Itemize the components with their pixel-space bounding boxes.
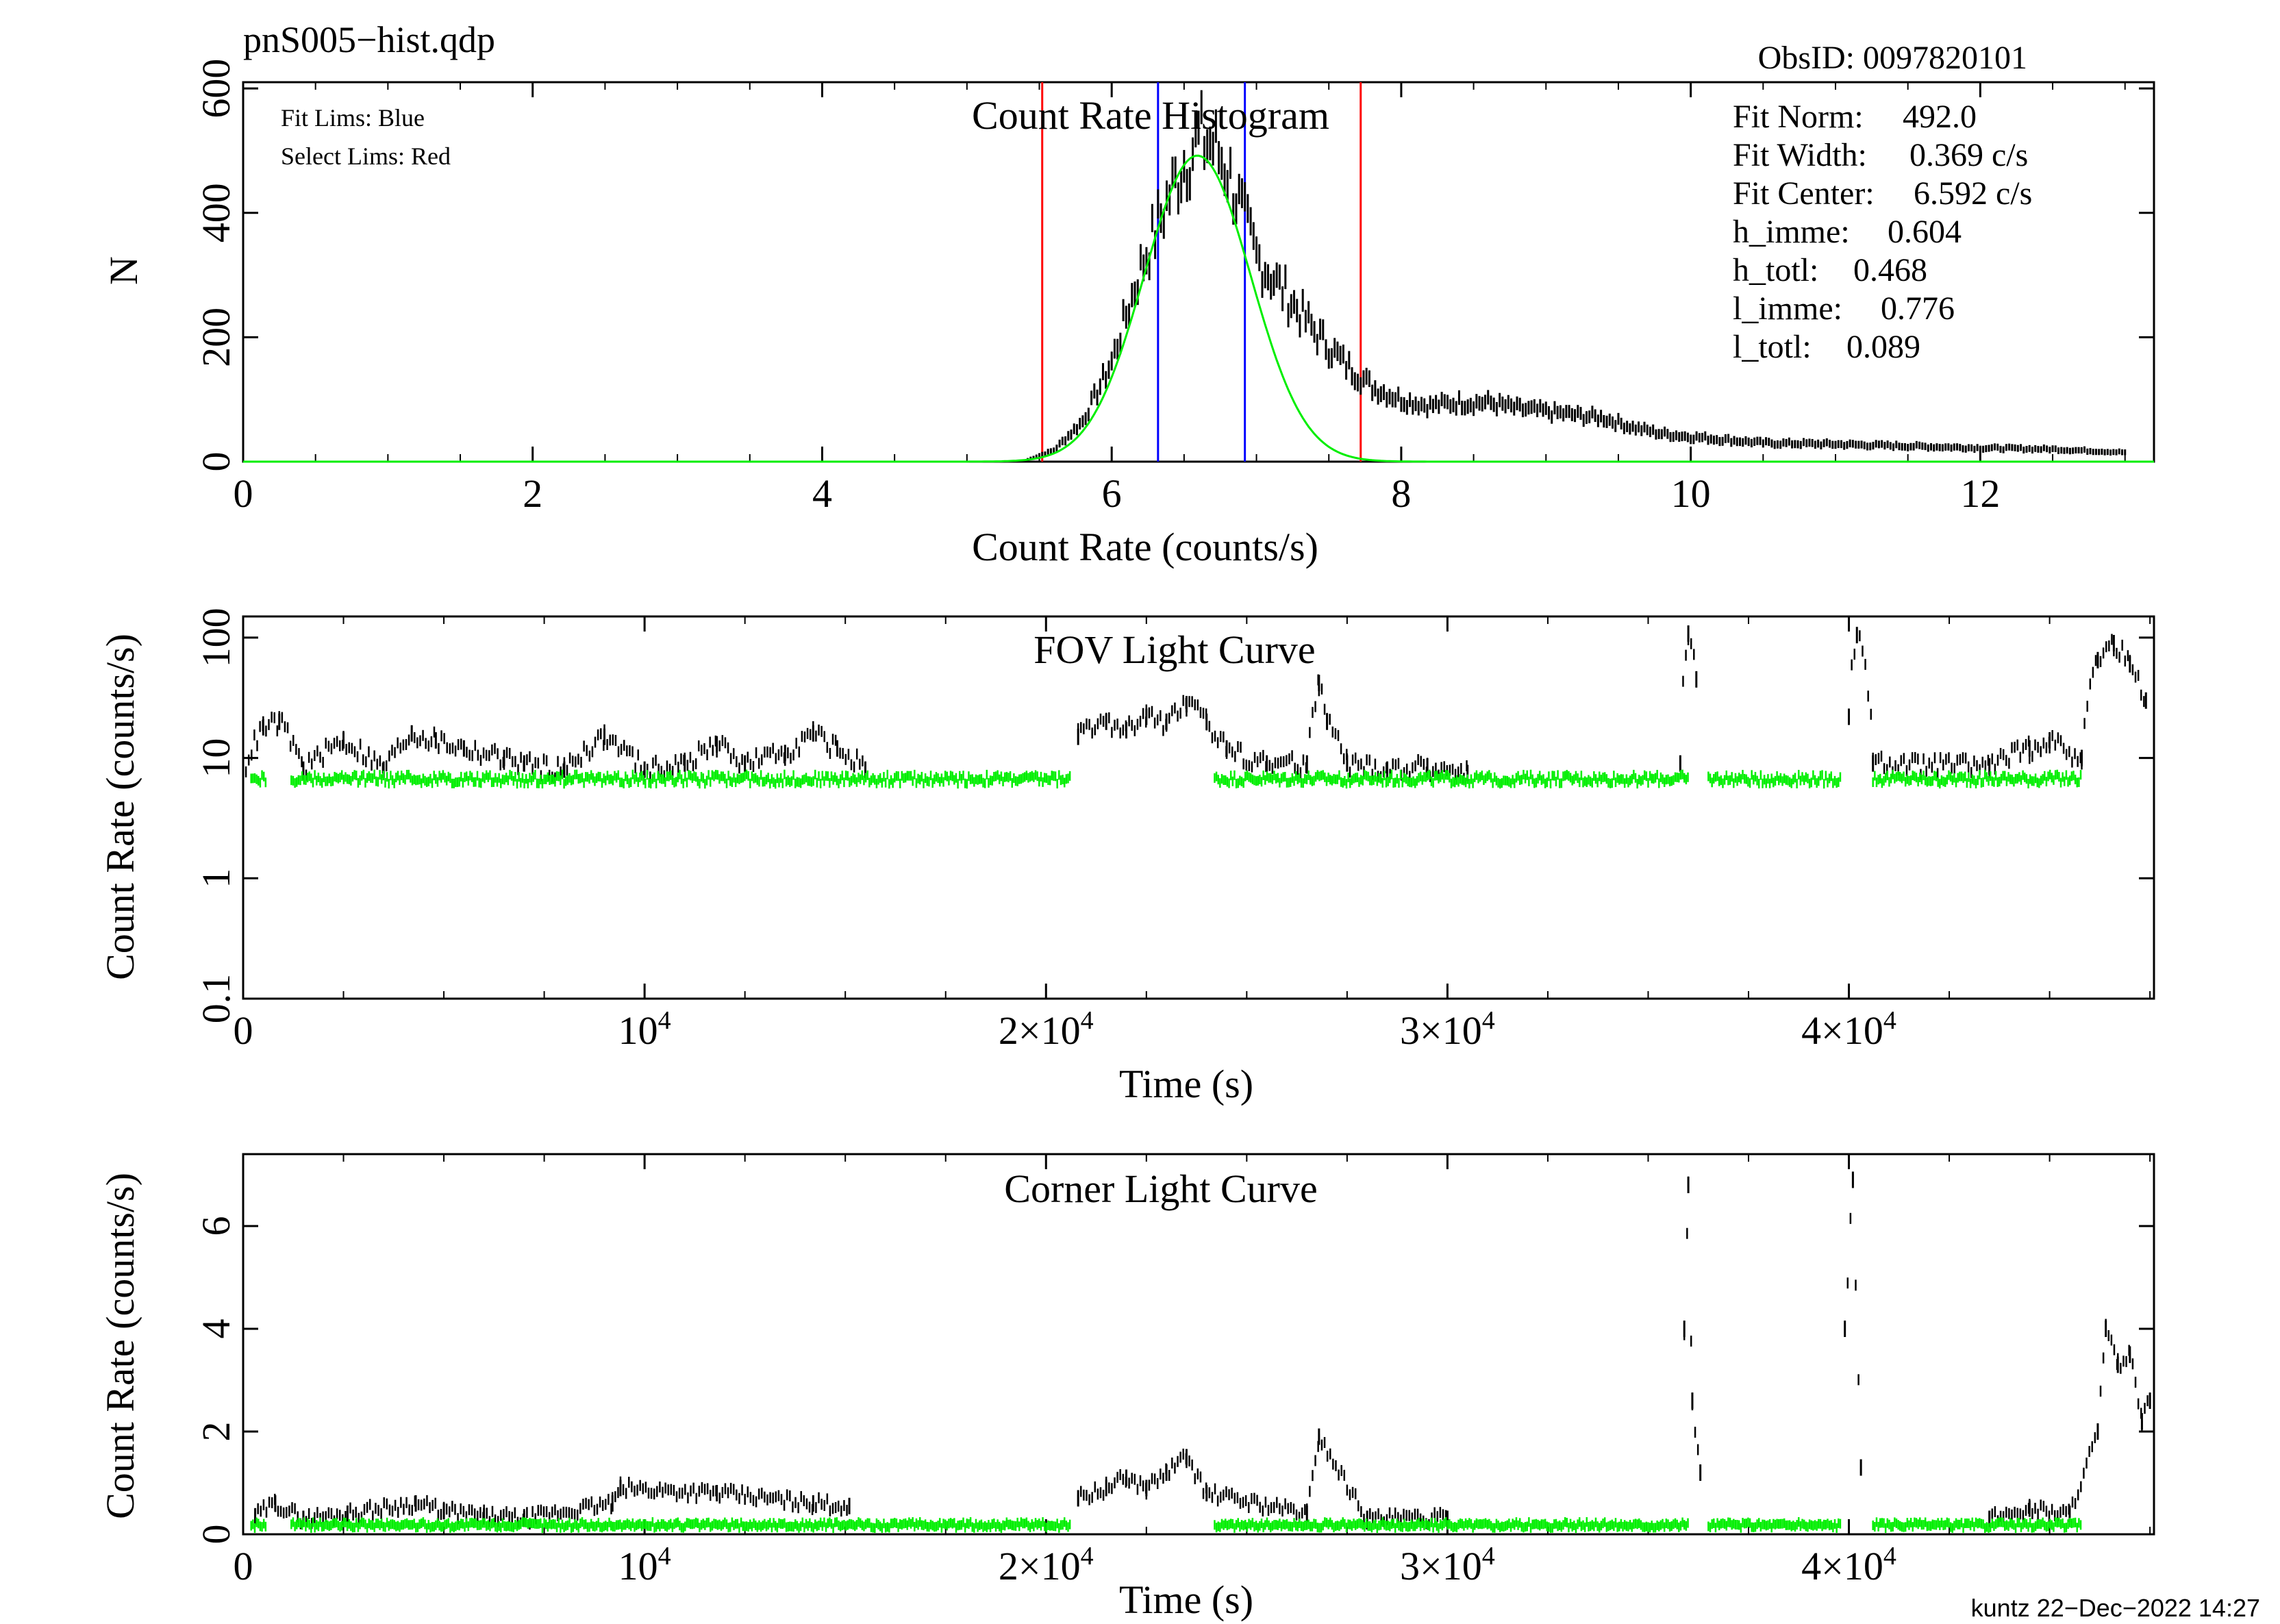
stat-fit-norm-value: 492.0 [1903,99,1977,135]
y-tick-label: 0 [194,1525,238,1545]
x-tick-label: 0 [234,1544,253,1588]
legend-fit-lims: Fit Lims: Blue [281,104,425,132]
y-tick-label: 1 [194,869,238,888]
gaussian-fit-line [243,154,2154,463]
stat-h-totl-label: h_totl: [1733,252,1818,288]
y-tick-label: 6 [194,1216,238,1236]
stat-fit-norm-label: Fit Norm: [1733,99,1864,135]
stat-l-totl-label: l_totl: [1733,329,1812,365]
y-tick-label: 100 [194,608,238,667]
stat-fit-width-label: Fit Width: [1733,137,1867,173]
plot-frame [242,1153,2155,1536]
fov-ylabel: Count Rate (counts/s) [98,634,142,980]
fov-title: FOV Light Curve [1033,627,1315,672]
corner-plot-area: 0 104 2×104 3×104 4×104 0 2 4 6 [194,1153,2155,1588]
x-tick-label: 10 [1671,471,1711,516]
stat-fit-center-value: 6.592 c/s [1914,175,2032,212]
stat-l-totl-value: 0.089 [1846,329,1920,365]
y-tick-label: 0.1 [194,974,238,1024]
x-tick-label: 4×104 [1801,1006,1896,1053]
stat-h-imme-label: h_imme: [1733,214,1850,250]
corner-light-curve-panel: 0 104 2×104 3×104 4×104 0 2 4 6 Corner Light Cur… [98,1153,2155,1622]
x-tick-label: 6 [1102,471,1122,516]
x-tick-label: 4×104 [1801,1542,1896,1588]
fov-light-curve-panel: 0 104 2×104 3×104 4×104 0.1 1 10 100 FOV Light C… [98,608,2155,1106]
x-tick-label: 104 [618,1006,671,1053]
x-tick-label: 2×104 [999,1006,1094,1053]
histogram-xlabel: Count Rate (counts/s) [972,525,1318,569]
x-tick-label: 0 [234,471,253,516]
x-tick-label: 4 [812,471,832,516]
corner-title: Corner Light Curve [1004,1166,1317,1211]
plot-frame [242,615,2155,1000]
x-tick-label: 2 [523,471,542,516]
histogram-plot-area: 0 2 4 6 8 10 12 0 200 400 600 [194,59,2155,516]
stat-fit-center-label: Fit Center: [1733,175,1875,212]
stat-h-imme-value: 0.604 [1888,214,1962,250]
stat-fit-width-value: 0.369 c/s [1909,137,2028,173]
histogram-panel: 0 2 4 6 8 10 12 0 200 400 600 Count Rate Histogram… [101,59,2155,569]
y-tick-label: 2 [194,1422,238,1442]
fov-plot-area: 0 104 2×104 3×104 4×104 0.1 1 10 100 [194,608,2155,1053]
y-tick-label: 10 [194,738,238,778]
y-tick-label: 0 [194,452,238,472]
histogram-title: Count Rate Histogram [972,93,1329,138]
x-tick-label: 12 [1960,471,2000,516]
corner-ylabel: Count Rate (counts/s) [98,1173,142,1519]
y-tick-label: 200 [194,308,238,367]
y-tick-label: 400 [194,183,238,242]
x-tick-label: 104 [618,1542,671,1588]
stat-l-imme-value: 0.776 [1881,290,1955,327]
fit-stats: Fit Norm: 492.0 Fit Width: 0.369 c/s Fit… [1733,99,2032,365]
histogram-ylabel: N [101,256,146,285]
y-tick-label: 600 [194,59,238,118]
legend-select-lims: Select Lims: Red [281,142,451,170]
fov-xlabel: Time (s) [1119,1062,1253,1106]
footer-stamp: kuntz 22−Dec−2022 14:27 [1971,1594,2260,1622]
y-tick-label: 4 [194,1319,238,1339]
obsid-label: ObsID: 0097820101 [1758,40,2027,76]
stat-l-imme-label: l_imme: [1733,290,1842,327]
x-tick-label: 8 [1391,471,1411,516]
stat-h-totl-value: 0.468 [1853,252,1927,288]
file-title: pnS005−hist.qdp [243,19,495,60]
x-tick-label: 0 [234,1008,253,1053]
x-tick-label: 2×104 [999,1542,1094,1588]
plot-frame [242,81,2155,463]
corner-xlabel: Time (s) [1119,1577,1253,1622]
x-tick-label: 3×104 [1400,1006,1495,1053]
x-tick-label: 3×104 [1400,1542,1495,1588]
